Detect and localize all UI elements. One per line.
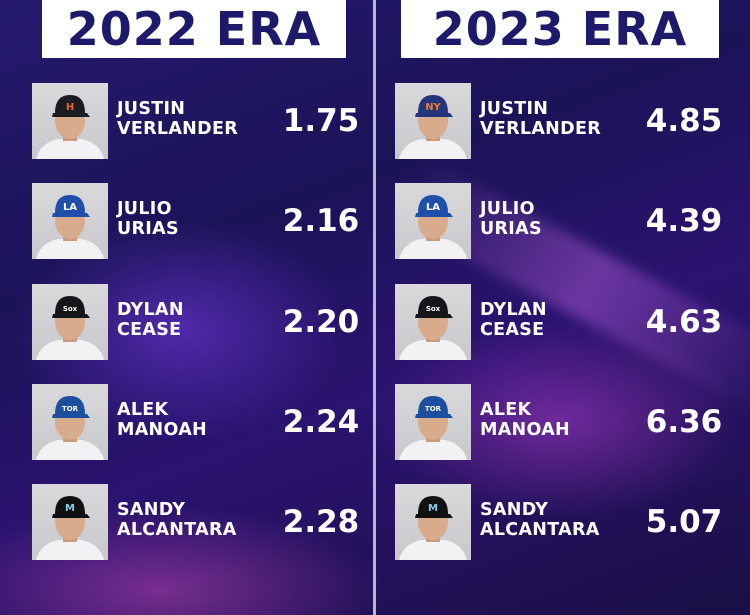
era-2023-title: 2023 ERA — [401, 0, 719, 58]
era-2023-column: 2023 ERA NY JUSTIN VERLANDER 4.85 LA JUL… — [391, 0, 731, 615]
svg-text:Sox: Sox — [63, 305, 78, 313]
player-first-name: JUSTIN — [117, 99, 186, 119]
svg-text:M: M — [428, 503, 438, 514]
player-first-name: SANDY — [480, 500, 549, 520]
player-last-name: URIAS — [117, 219, 179, 239]
player-name: JULIO URIAS — [117, 199, 277, 239]
svg-text:LA: LA — [63, 202, 77, 213]
player-photo: LA — [395, 183, 471, 259]
player-headshot-icon: H — [36, 95, 104, 159]
era-2022-title: 2022 ERA — [42, 0, 346, 58]
player-last-name: URIAS — [480, 219, 542, 239]
player-name: JULIO URIAS — [480, 199, 640, 239]
player-row: LA JULIO URIAS 2.16 — [28, 183, 368, 261]
player-photo: Sox — [32, 284, 108, 360]
player-headshot-icon: M — [36, 496, 104, 560]
player-photo: NY — [395, 83, 471, 159]
player-name: ALEK MANOAH — [480, 400, 640, 440]
svg-text:NY: NY — [425, 102, 441, 113]
player-photo: M — [32, 484, 108, 560]
player-era: 2.28 — [282, 504, 360, 540]
player-headshot-icon: Sox — [399, 296, 467, 360]
player-name: DYLAN CEASE — [117, 300, 277, 340]
player-era: 2.20 — [282, 304, 360, 340]
player-row: NY JUSTIN VERLANDER 4.85 — [391, 83, 731, 161]
player-headshot-icon: TOR — [36, 396, 104, 460]
player-headshot-icon: NY — [399, 95, 467, 159]
player-headshot-icon: LA — [36, 195, 104, 259]
svg-text:TOR: TOR — [62, 405, 79, 413]
player-headshot-icon: Sox — [36, 296, 104, 360]
player-row: LA JULIO URIAS 4.39 — [391, 183, 731, 261]
player-first-name: JULIO — [117, 199, 172, 219]
player-photo: TOR — [32, 384, 108, 460]
player-headshot-icon: M — [399, 496, 467, 560]
player-era: 4.39 — [645, 203, 723, 239]
player-last-name: MANOAH — [117, 420, 208, 440]
player-era: 5.07 — [645, 504, 723, 540]
player-era: 2.24 — [282, 404, 360, 440]
player-era: 4.85 — [645, 103, 723, 139]
player-row: TOR ALEK MANOAH 2.24 — [28, 384, 368, 462]
player-era: 4.63 — [645, 304, 723, 340]
column-divider — [373, 0, 376, 615]
player-era: 1.75 — [282, 103, 360, 139]
player-headshot-icon: LA — [399, 195, 467, 259]
player-name: JUSTIN VERLANDER — [480, 99, 640, 139]
player-row: Sox DYLAN CEASE 4.63 — [391, 284, 731, 362]
player-last-name: ALCANTARA — [480, 520, 600, 540]
player-row: M SANDY ALCANTARA 2.28 — [28, 484, 368, 562]
player-photo: TOR — [395, 384, 471, 460]
player-photo: Sox — [395, 284, 471, 360]
player-name: SANDY ALCANTARA — [480, 500, 640, 540]
player-era: 6.36 — [645, 404, 723, 440]
player-last-name: VERLANDER — [480, 119, 601, 139]
player-photo: H — [32, 83, 108, 159]
player-row: H JUSTIN VERLANDER 1.75 — [28, 83, 368, 161]
player-first-name: JUSTIN — [480, 99, 549, 119]
player-era: 2.16 — [282, 203, 360, 239]
player-name: SANDY ALCANTARA — [117, 500, 277, 540]
player-row: Sox DYLAN CEASE 2.20 — [28, 284, 368, 362]
player-first-name: JULIO — [480, 199, 535, 219]
player-last-name: MANOAH — [480, 420, 571, 440]
player-row: TOR ALEK MANOAH 6.36 — [391, 384, 731, 462]
player-name: ALEK MANOAH — [117, 400, 277, 440]
player-last-name: CEASE — [117, 320, 182, 340]
svg-text:Sox: Sox — [426, 305, 441, 313]
svg-text:M: M — [65, 503, 75, 514]
player-photo: LA — [32, 183, 108, 259]
player-first-name: ALEK — [117, 400, 169, 420]
player-last-name: CEASE — [480, 320, 545, 340]
player-first-name: DYLAN — [117, 300, 184, 320]
player-headshot-icon: TOR — [399, 396, 467, 460]
player-photo: M — [395, 484, 471, 560]
player-name: JUSTIN VERLANDER — [117, 99, 277, 139]
player-last-name: ALCANTARA — [117, 520, 237, 540]
player-first-name: DYLAN — [480, 300, 547, 320]
player-last-name: VERLANDER — [117, 119, 238, 139]
svg-text:TOR: TOR — [425, 405, 442, 413]
svg-text:LA: LA — [426, 202, 440, 213]
player-first-name: ALEK — [480, 400, 532, 420]
player-first-name: SANDY — [117, 500, 186, 520]
player-name: DYLAN CEASE — [480, 300, 640, 340]
era-2022-column: 2022 ERA H JUSTIN VERLANDER 1.75 LA JULI… — [28, 0, 368, 615]
svg-text:H: H — [66, 102, 74, 113]
player-row: M SANDY ALCANTARA 5.07 — [391, 484, 731, 562]
